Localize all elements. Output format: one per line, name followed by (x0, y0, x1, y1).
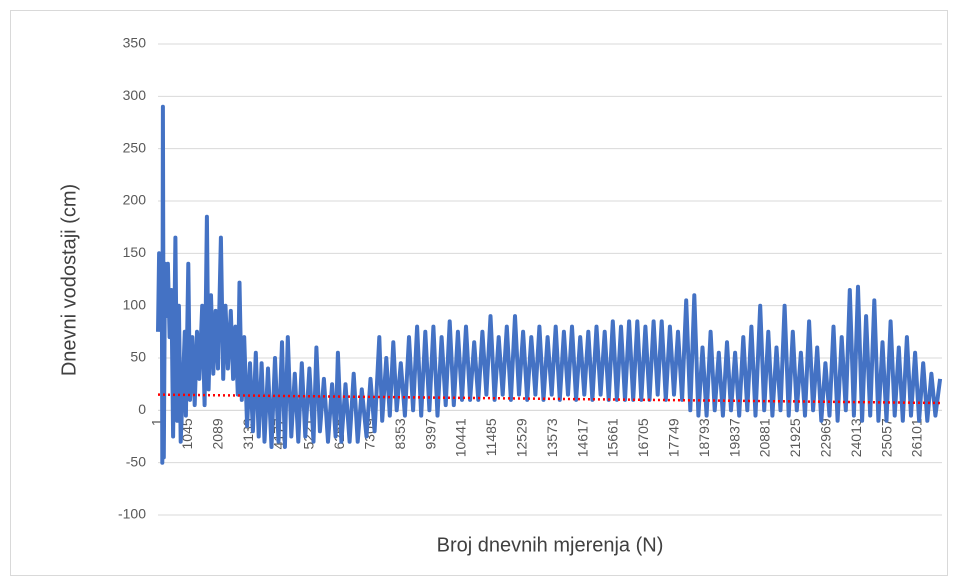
y-tick-label: -100 (118, 506, 146, 522)
chart-border (10, 10, 948, 576)
x-tick-label: 12529 (514, 418, 530, 457)
x-tick-label: 10441 (453, 418, 469, 457)
y-tick-label: 300 (123, 87, 147, 103)
x-tick-label: 24013 (848, 418, 864, 457)
x-tick-label: 21925 (787, 418, 803, 457)
y-tick-label: 100 (123, 296, 147, 312)
x-tick-label: 9397 (422, 418, 438, 449)
x-tick-label: 16705 (635, 418, 651, 457)
y-axis-title: Dnevni vodostaji (cm) (58, 184, 80, 376)
x-tick-label: 2089 (210, 418, 226, 449)
x-tick-label: 18793 (696, 418, 712, 457)
x-tick-label: 13573 (544, 418, 560, 457)
x-tick-label: 19837 (726, 418, 742, 457)
x-tick-label: 11485 (483, 418, 499, 456)
x-tick-label: 8353 (392, 418, 408, 449)
x-tick-label: 14617 (574, 418, 590, 457)
x-tick-label: 20881 (757, 418, 773, 457)
x-tick-label: 15661 (605, 418, 621, 457)
y-tick-label: -50 (126, 453, 146, 469)
x-tick-label: 17749 (666, 418, 682, 457)
x-tick-label: 22969 (818, 418, 834, 457)
trend-line (157, 393, 943, 405)
y-tick-label: 0 (138, 401, 146, 417)
y-tick-label: 150 (123, 244, 147, 260)
y-tick-label: 350 (123, 35, 147, 51)
x-axis-title: Broj dnevnih mjerenja (N) (437, 534, 664, 556)
x-tick-label: 1 (149, 418, 165, 426)
y-tick-label: 250 (123, 139, 147, 155)
data-line (156, 104, 943, 465)
y-tick-label: 200 (123, 192, 147, 208)
x-tick-label: 26101 (909, 418, 925, 457)
x-tick-label: 25057 (878, 418, 894, 457)
y-tick-label: 50 (130, 349, 146, 365)
